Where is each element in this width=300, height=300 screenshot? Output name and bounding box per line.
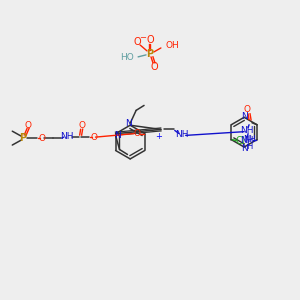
Text: O: O	[133, 129, 140, 138]
Text: −: −	[140, 34, 147, 43]
Text: O: O	[25, 121, 32, 130]
Text: +: +	[155, 132, 162, 141]
Text: O: O	[244, 105, 250, 114]
Text: NH: NH	[240, 136, 254, 145]
Text: P: P	[20, 133, 27, 143]
Text: N: N	[125, 119, 132, 128]
Text: NH: NH	[240, 126, 254, 135]
Text: H: H	[246, 142, 252, 151]
Text: NH: NH	[175, 130, 188, 139]
Text: OH: OH	[166, 41, 180, 50]
Text: N: N	[241, 143, 248, 152]
Text: O: O	[133, 37, 141, 47]
Text: O: O	[150, 62, 158, 72]
Text: N: N	[114, 131, 121, 140]
Text: O: O	[90, 133, 97, 142]
Text: NH: NH	[60, 132, 74, 141]
Text: O: O	[78, 121, 85, 130]
Text: Cl: Cl	[236, 136, 245, 146]
Text: NH: NH	[243, 135, 255, 144]
Text: HO: HO	[120, 53, 134, 62]
Text: O: O	[146, 35, 154, 45]
Text: O: O	[38, 134, 46, 142]
Text: N: N	[241, 112, 248, 121]
Text: P: P	[146, 49, 154, 59]
